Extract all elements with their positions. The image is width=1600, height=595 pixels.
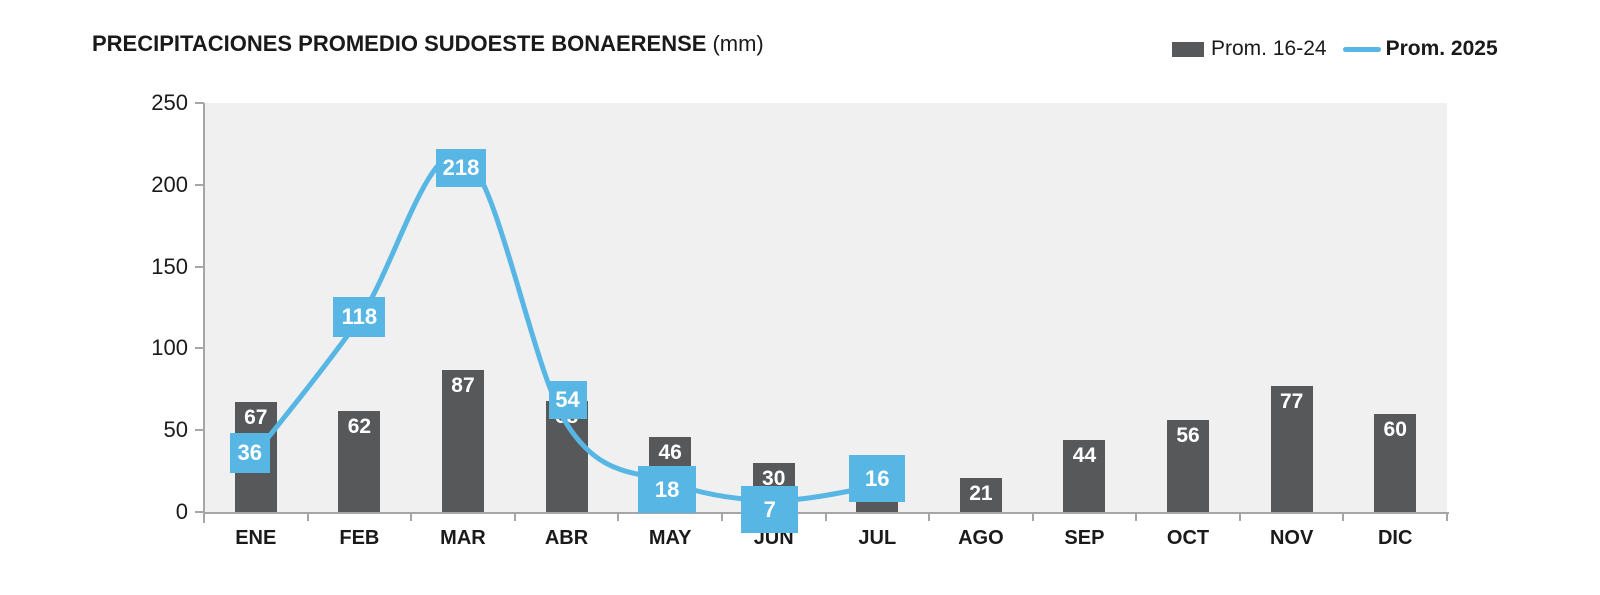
bar-SEP [1063, 440, 1106, 512]
legend-bar-swatch [1172, 41, 1204, 57]
y-axis-tick-label: 0 [175, 499, 188, 524]
chart-title: PRECIPITACIONES PROMEDIO SUDOESTE BONAER… [92, 31, 764, 57]
bar-value-label: 77 [1279, 390, 1304, 414]
x-axis-tick [203, 512, 205, 521]
bar-DIC [1374, 413, 1417, 512]
y-axis-tick-label: 100 [151, 335, 188, 361]
legend-label-bars: Prom. 16-24 [1211, 37, 1327, 60]
x-axis-tick [928, 512, 931, 521]
bar-value-label: 44 [1072, 444, 1097, 468]
x-axis-label-ENE: ENE [235, 527, 277, 549]
x-axis-tick [1135, 512, 1138, 521]
line-value-label-ABR: 54 [548, 380, 587, 419]
x-axis-tick [824, 512, 827, 521]
x-axis-tick [513, 512, 516, 521]
line-value-label-MAR: 218 [435, 149, 486, 188]
bar-value-label: 87 [451, 373, 475, 397]
line-value-label-MAY: 18 [638, 466, 697, 514]
y-axis-tick-label: 250 [151, 90, 188, 115]
bar-value-label: 62 [347, 414, 372, 438]
x-axis-label-JUL: JUL [858, 527, 897, 549]
x-axis-tick [1031, 512, 1034, 521]
y-axis-line [203, 103, 205, 523]
bar-value-label: 21 [969, 481, 993, 505]
chart-title-text: PRECIPITACIONES PROMEDIO SUDOESTE BONAER… [92, 31, 707, 56]
bar-value-label: 46 [658, 440, 682, 464]
x-axis-label-NOV: NOV [1269, 527, 1314, 549]
x-axis-tick [410, 512, 413, 521]
chart-title-unit: (mm) [712, 31, 764, 56]
x-axis-tick [1238, 512, 1241, 521]
legend-label-line: Prom. 2025 [1385, 37, 1498, 60]
x-axis-tick [1446, 512, 1448, 521]
x-axis-label-DIC: DIC [1377, 527, 1413, 549]
x-axis-tick [617, 512, 620, 521]
y-axis-tick [195, 102, 204, 104]
bar-value-label: 56 [1176, 424, 1200, 448]
x-axis-label-SEP: SEP [1064, 527, 1105, 549]
bar-OCT [1167, 420, 1210, 512]
bar-value-label: 60 [1383, 417, 1407, 441]
y-axis-tick [195, 347, 204, 350]
y-axis-tick-label: 200 [151, 171, 188, 197]
y-axis-tick-label: 150 [151, 253, 188, 279]
x-axis-tick [720, 512, 723, 521]
x-axis-label-MAY: MAY [648, 527, 692, 549]
line-value-label-FEB: 118 [333, 296, 386, 337]
x-axis-label-FEB: FEB [339, 527, 380, 549]
y-axis-tick [195, 429, 204, 432]
x-axis-label-OCT: OCT [1166, 527, 1210, 549]
bar-AGO [959, 477, 1002, 512]
bar-NOV [1270, 386, 1313, 512]
line-value-label-JUL: 16 [849, 455, 906, 503]
x-axis-label-AGO: AGO [958, 527, 1004, 549]
y-axis-tick [195, 265, 204, 268]
x-axis-label-ABR: ABR [544, 527, 589, 549]
legend-line-swatch [1342, 46, 1381, 52]
x-axis-tick [306, 512, 309, 521]
plot-area [205, 103, 1447, 512]
y-axis-tick [195, 183, 204, 186]
y-axis-tick-label: 50 [163, 417, 188, 443]
bar-value-label: 67 [244, 406, 268, 430]
line-value-label-ENE: 36 [229, 433, 270, 474]
legend: Prom. 16-24 Prom. 2025 [1172, 37, 1498, 60]
line-value-label-JUN: 7 [741, 486, 799, 534]
x-axis-tick [1342, 512, 1345, 521]
y-axis-tick [195, 511, 204, 513]
x-axis-label-MAR: MAR [440, 527, 486, 549]
